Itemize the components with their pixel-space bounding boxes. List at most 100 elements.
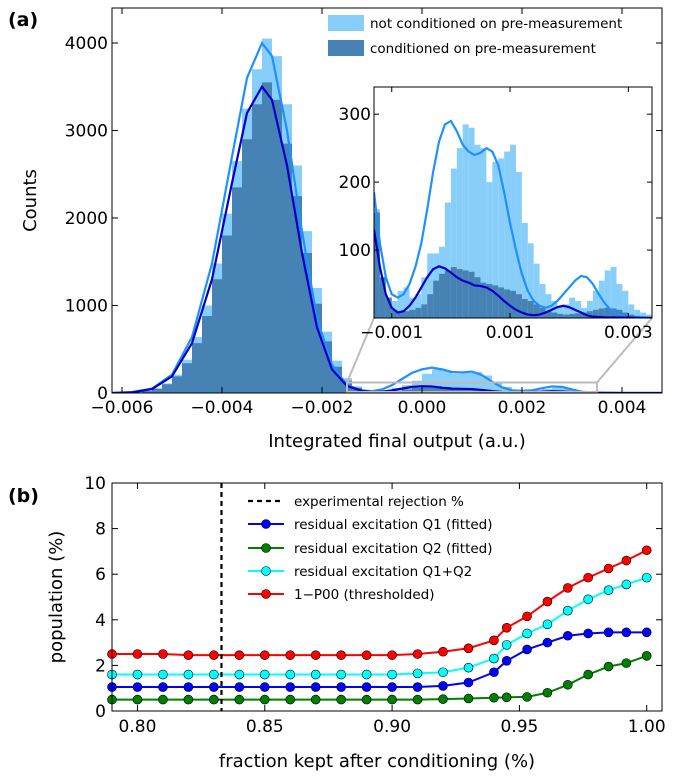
series-point-2 — [522, 628, 532, 639]
series-point-0 — [489, 667, 499, 678]
inset-hist-conditioned-bar — [480, 282, 487, 318]
inset-hist-not-conditioned-bar — [474, 144, 481, 318]
y-axis-label-a: Counts — [20, 169, 41, 232]
series-point-2 — [562, 605, 573, 616]
zoom-connector-left — [346, 317, 375, 383]
inset-hist-conditioned-bar — [468, 271, 475, 318]
inset-y-tick-label: 200 — [339, 173, 371, 193]
inset-hist-not-conditioned-bar — [427, 253, 434, 318]
inset-x-tick-label: −0.001 — [360, 323, 423, 343]
hist-conditioned-bar — [232, 187, 242, 393]
panel-label-b: (b) — [8, 485, 39, 507]
series-point-1 — [412, 694, 423, 705]
inset-hist-not-conditioned-bar — [515, 171, 522, 318]
series-point-2 — [501, 640, 512, 650]
inset-hist-not-conditioned-bar — [610, 267, 617, 318]
series-point-1 — [463, 693, 474, 704]
series-point-1 — [132, 694, 143, 705]
series-point-3 — [132, 649, 143, 659]
series-point-3 — [583, 572, 593, 583]
inset-fit-conditioned-line — [374, 229, 652, 318]
series-point-2 — [132, 669, 143, 680]
inset-hist-not-conditioned-bar — [456, 148, 463, 318]
series-point-1 — [361, 694, 372, 705]
inset-hist-conditioned-bar — [433, 280, 440, 318]
series-point-3 — [438, 646, 448, 657]
series-point-3 — [621, 555, 632, 566]
y-tick-label-b: 2 — [95, 656, 106, 676]
series-point-1 — [234, 694, 245, 705]
hist-conditioned-bar — [162, 384, 172, 393]
series-point-0 — [132, 682, 143, 692]
series-point-3 — [501, 622, 512, 633]
hist-not-conditioned-bar — [402, 385, 412, 393]
legend-label-vline: experimental rejection % — [294, 494, 464, 510]
legend-marker-0 — [261, 519, 271, 529]
hist-conditioned-bar — [212, 279, 222, 393]
inset-hist-conditioned-bar — [444, 270, 451, 318]
series-point-2 — [438, 667, 448, 678]
legend-label-series-2: residual excitation Q1+Q2 — [294, 564, 472, 580]
series-point-0 — [259, 682, 270, 692]
series-point-1 — [209, 694, 219, 705]
series-point-0 — [336, 682, 346, 692]
inset-hist-not-conditioned-bar — [586, 301, 593, 318]
x-tick-label-a: 0.002 — [498, 398, 547, 418]
inset-hist-conditioned-bar — [527, 301, 534, 318]
x-axis-label-a: Integrated final output (a.u.) — [268, 431, 526, 452]
inset-hist-conditioned-bar — [545, 311, 552, 318]
x-tick-label-a: −0.006 — [91, 398, 154, 418]
series-point-1 — [183, 694, 194, 705]
inset-hist-conditioned-bar — [575, 313, 582, 318]
hist-conditioned-bar — [252, 104, 262, 393]
inset-hist-conditioned-bar — [462, 270, 469, 318]
y-tick-label-a: 1000 — [65, 297, 108, 317]
inset-hist-conditioned-bar — [563, 314, 570, 318]
hist-conditioned-bar — [332, 366, 342, 393]
inset-hist-conditioned-bar — [510, 290, 516, 318]
series-point-1 — [310, 694, 321, 705]
legend-label-series-0: residual excitation Q1 (fitted) — [294, 517, 493, 533]
series-point-1 — [583, 669, 593, 680]
inset-hist-conditioned-bar — [391, 309, 398, 318]
inset-hist-conditioned-bar — [450, 267, 457, 318]
inset-hist-conditioned-bar — [385, 297, 392, 318]
hist-conditioned-bar — [202, 316, 212, 393]
series-point-3 — [158, 649, 168, 659]
inset-hist-conditioned-bar — [486, 284, 493, 318]
inset-hist-conditioned-bar — [403, 311, 410, 318]
series-point-3 — [603, 563, 614, 574]
inset-hist-conditioned-bar — [409, 309, 416, 318]
x-tick-label-b: 0.95 — [500, 717, 538, 737]
inset-hist-conditioned-bar — [569, 313, 576, 318]
inset-hist-not-conditioned-bar — [634, 309, 641, 318]
legend-label-series-1: residual excitation Q2 (fitted) — [294, 541, 493, 557]
hist-conditioned-bar — [262, 82, 272, 393]
inset-hist-not-conditioned-bar — [563, 304, 570, 318]
hist-conditioned-bar — [272, 99, 282, 393]
inset-x-tick-label: 0.003 — [604, 323, 653, 343]
series-point-3 — [522, 611, 532, 622]
series-point-0 — [641, 627, 652, 638]
series-point-0 — [522, 644, 532, 655]
inset-frame — [373, 86, 653, 319]
x-tick-label-b: 0.85 — [246, 717, 284, 737]
legend-marker-3 — [261, 589, 271, 599]
series-point-0 — [621, 627, 632, 638]
series-point-1 — [621, 658, 632, 668]
y-tick-label-b: 10 — [84, 474, 106, 494]
hist-conditioned-bar — [352, 387, 362, 393]
series-point-1 — [641, 651, 652, 661]
inset-hist-conditioned-bar — [533, 304, 540, 318]
series-point-0 — [209, 682, 219, 692]
inset-hist-not-conditioned-bar — [533, 263, 540, 318]
fit-not-conditioned-line — [112, 40, 662, 393]
hist-conditioned-bar — [282, 143, 292, 393]
series-line-0 — [112, 631, 647, 689]
inset-hist-not-conditioned-bar — [480, 148, 487, 318]
inset-hist-conditioned-bar — [521, 298, 528, 318]
series-point-0 — [361, 682, 372, 692]
series-point-1 — [603, 661, 614, 672]
hist-conditioned-bar — [172, 376, 182, 393]
